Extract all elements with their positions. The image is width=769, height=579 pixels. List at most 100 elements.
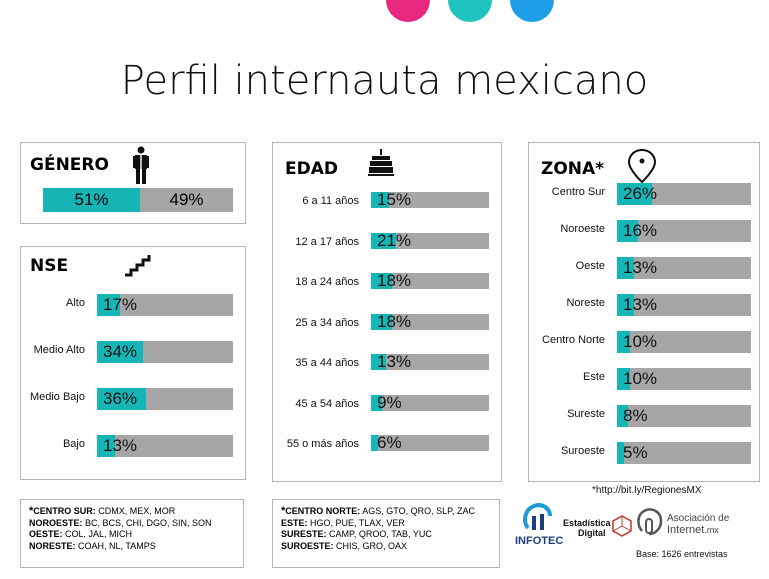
infotec-logo-text: INFOTEC	[515, 535, 563, 547]
bar-value-label: 10%	[623, 368, 657, 390]
bar-track: 18%	[371, 273, 489, 289]
bar-track: 17%	[97, 294, 233, 316]
bar-value-label: 6%	[377, 435, 402, 451]
note-region: SURESTE:	[281, 529, 327, 539]
bar-value-label: 13%	[377, 354, 411, 370]
bar-value-label: 34%	[103, 341, 137, 363]
region-note-line: SURESTE: CAMP, QROO, TAB, YUC	[281, 529, 491, 541]
bar-value-label: 5%	[623, 442, 648, 464]
note-region: NOROESTE:	[29, 518, 83, 528]
note-region: NORESTE:	[29, 541, 76, 551]
age-title: EDAD	[285, 159, 338, 179]
bar-track: 16%	[617, 220, 751, 242]
decor-circle-pink	[386, 0, 430, 22]
note-states: HGO, PUE, TLAX, VER	[308, 518, 405, 528]
row-label: 25 a 34 años	[273, 317, 359, 329]
asociacion-logo-text2b: .mx	[704, 525, 719, 535]
row-label: 12 a 17 años	[273, 236, 359, 248]
bar-track: 10%	[617, 368, 751, 390]
note-states: BC, BCS, CHI, DGO, SIN, SON	[83, 518, 212, 528]
row-label: Este	[529, 371, 605, 383]
note-region: CENTRO SUR:	[33, 506, 96, 516]
decor-circle-blue	[510, 0, 554, 22]
note-states: CHIS, GRO, OAX	[334, 541, 408, 551]
gender-label-male: 51%	[43, 189, 140, 211]
bar-value-label: 13%	[623, 294, 657, 316]
location-pin-icon	[627, 148, 657, 184]
bar-track: 26%	[617, 183, 751, 205]
row-label: Noreste	[529, 297, 605, 309]
bar-value-label: 15%	[377, 192, 411, 208]
row-label: Suroeste	[529, 445, 605, 457]
row-label: Bajo	[21, 438, 85, 450]
region-note-line: NORESTE: COAH, NL, TAMPS	[29, 541, 235, 553]
region-note-line: NOROESTE: BC, BCS, CHI, DGO, SIN, SON	[29, 518, 235, 530]
row-label: 18 a 24 años	[273, 276, 359, 288]
row-label: Medio Alto	[21, 344, 85, 356]
bar-value-label: 10%	[623, 331, 657, 353]
bar-value-label: 18%	[377, 273, 411, 289]
region-note-line: ESTE: HGO, PUE, TLAX, VER	[281, 518, 491, 530]
bar-value-label: 16%	[623, 220, 657, 242]
row-label: Alto	[21, 297, 85, 309]
region-note-line: *CENTRO SUR: CDMX, MEX, MOR	[29, 506, 235, 518]
region-note-line: OESTE: COL, JAL, MICH	[29, 529, 235, 541]
bar-value-label: 9%	[377, 395, 402, 411]
decor-circle-teal	[448, 0, 492, 22]
bar-track: 8%	[617, 405, 751, 427]
bar-track: 10%	[617, 331, 751, 353]
row-label: Noroeste	[529, 223, 605, 235]
cake-icon	[367, 147, 395, 177]
bar-value-label: 13%	[623, 257, 657, 279]
note-states: AGS, GTO, QRO, SLP, ZAC	[360, 506, 475, 516]
row-label: Sureste	[529, 408, 605, 420]
bar-value-label: 13%	[103, 435, 137, 457]
zone-title: ZONA*	[541, 159, 604, 179]
bar-value-label: 17%	[103, 294, 137, 316]
nse-panel: NSE Alto 17% Medio Alto 34% Medio Bajo 36% Baj…	[20, 246, 246, 480]
asociacion-logo-text2: Internet.mx	[667, 524, 719, 536]
bar-value-label: 18%	[377, 314, 411, 330]
bar-value-label: 36%	[103, 388, 137, 410]
zone-panel: ZONA* Centro Sur 26% Noroeste 16% Oeste 13% No…	[528, 142, 760, 482]
bar-track: 6%	[371, 435, 489, 451]
gender-title: GÉNERO	[30, 155, 109, 175]
note-region: SUROESTE:	[281, 541, 334, 551]
nse-title: NSE	[30, 256, 68, 276]
bar-track: 9%	[371, 395, 489, 411]
page-title: Perfil internauta mexicano	[0, 58, 769, 104]
region-note-line: *CENTRO NORTE: AGS, GTO, QRO, SLP, ZAC	[281, 506, 491, 518]
region-note-line: SUROESTE: CHIS, GRO, OAX	[281, 541, 491, 553]
gender-panel: GÉNERO 51% 49%	[20, 142, 246, 224]
bar-track: 13%	[617, 257, 751, 279]
note-states: COAH, NL, TAMPS	[76, 541, 156, 551]
row-label: Centro Norte	[529, 334, 605, 346]
gender-bar: 51% 49%	[43, 188, 233, 212]
bar-track: 5%	[617, 442, 751, 464]
asociacion-logo-text1: Asociación de	[667, 513, 729, 524]
note-region: CENTRO NORTE:	[285, 506, 360, 516]
note-states: COL, JAL, MICH	[63, 529, 133, 539]
gender-label-female: 49%	[140, 189, 233, 211]
bar-track: 13%	[617, 294, 751, 316]
person-icon	[131, 146, 151, 186]
bar-track: 15%	[371, 192, 489, 208]
region-notes-left: *CENTRO SUR: CDMX, MEX, MOR NOROESTE: BC,…	[20, 499, 244, 568]
row-label: Medio Bajo	[21, 391, 85, 403]
bar-track: 21%	[371, 233, 489, 249]
regions-link[interactable]: *http://bit.ly/RegionesMX	[592, 485, 702, 496]
note-states: CAMP, QROO, TAB, YUC	[327, 529, 432, 539]
estadistica-cube-icon	[612, 515, 632, 537]
region-notes-right: *CENTRO NORTE: AGS, GTO, QRO, SLP, ZAC ES…	[272, 499, 500, 568]
note-states: CDMX, MEX, MOR	[96, 506, 176, 516]
estadistica-logo-text2: Digital	[578, 528, 606, 538]
note-region: OESTE:	[29, 529, 63, 539]
bar-value-label: 8%	[623, 405, 648, 427]
bar-track: 34%	[97, 341, 233, 363]
row-label: Centro Sur	[529, 186, 605, 198]
row-label: 45 a 54 años	[273, 398, 359, 410]
stairs-icon	[123, 253, 153, 279]
infotec-logo-icon	[522, 502, 554, 532]
bar-track: 36%	[97, 388, 233, 410]
asociacion-logo-text2a: Internet	[667, 524, 704, 536]
